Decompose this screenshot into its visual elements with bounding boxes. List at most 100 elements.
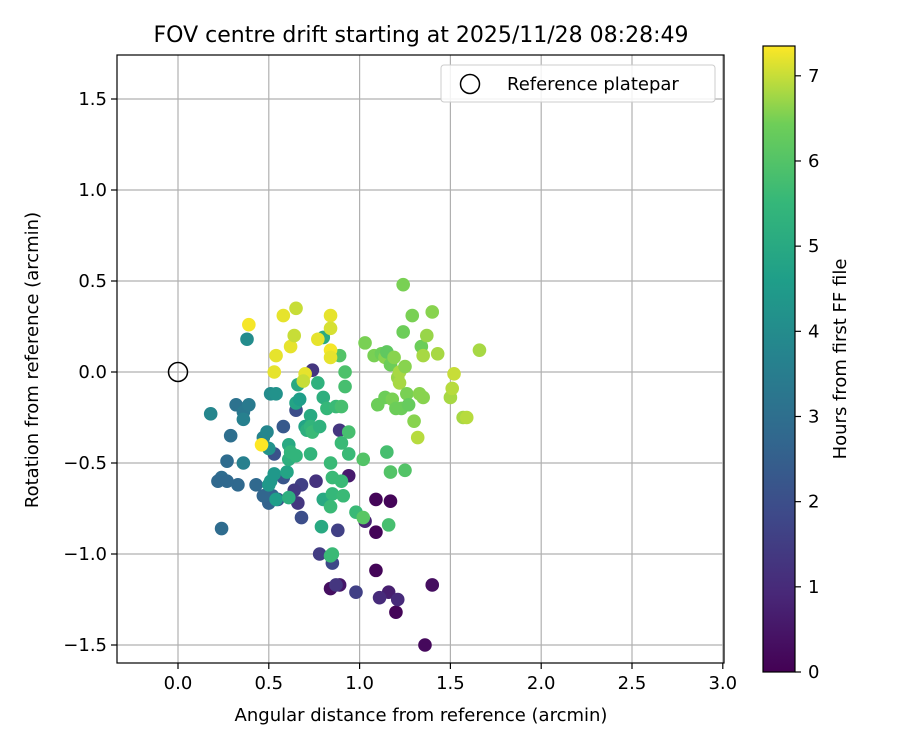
colorbar-tick-label: 7 <box>808 66 819 87</box>
data-point <box>410 430 425 445</box>
colorbar-tick-label: 3 <box>808 406 819 427</box>
data-point <box>280 465 294 479</box>
data-point <box>312 547 327 561</box>
data-point <box>400 387 414 401</box>
data-point <box>418 638 432 652</box>
data-point <box>472 343 487 357</box>
data-point <box>425 578 440 592</box>
data-point <box>383 465 398 479</box>
x-tick-label: 1.5 <box>436 673 465 694</box>
data-point <box>325 487 340 501</box>
data-point <box>323 350 338 365</box>
data-point <box>396 277 410 292</box>
data-point <box>281 490 296 505</box>
data-point <box>220 474 234 489</box>
reference-platepar-marker <box>167 361 189 383</box>
data-point <box>356 452 371 467</box>
data-point <box>303 408 318 423</box>
data-point <box>276 419 291 434</box>
data-point <box>311 332 325 347</box>
x-axis-label: Angular distance from reference (arcmin) <box>235 705 608 726</box>
data-point <box>289 448 303 463</box>
y-tick-label: −1.0 <box>63 544 107 565</box>
data-point <box>289 301 303 316</box>
data-point <box>369 492 383 507</box>
data-point <box>242 317 256 332</box>
y-axis-ticks: −1.5 −1.0 −0.5 0.0 0.5 1.0 1.5 <box>63 89 117 656</box>
data-point <box>387 350 401 365</box>
data-point <box>447 367 461 381</box>
data-point <box>430 347 445 361</box>
data-point <box>292 392 307 407</box>
y-axis-label: Rotation from reference (arcmin) <box>22 212 43 508</box>
data-point <box>223 428 238 443</box>
data-point <box>236 412 251 427</box>
data-point <box>380 445 394 459</box>
data-point <box>459 410 474 425</box>
data-point <box>349 585 363 600</box>
colorbar-tick-label: 1 <box>808 577 819 598</box>
data-point <box>389 605 403 620</box>
data-point <box>338 365 352 379</box>
data-point <box>323 549 338 563</box>
data-point <box>329 578 343 592</box>
data-point <box>369 563 383 578</box>
data-point <box>381 518 396 532</box>
data-point <box>269 348 283 363</box>
data-point <box>358 336 372 350</box>
data-point <box>323 321 338 336</box>
x-tick-label: 1.0 <box>345 673 374 694</box>
x-tick-label: 0.0 <box>164 673 193 694</box>
colorbar-tick-label: 0 <box>808 662 819 683</box>
data-points <box>203 277 487 652</box>
data-point <box>419 328 434 343</box>
x-axis-ticks: 0.0 0.5 1.0 1.5 2.0 2.5 3.0 <box>164 663 737 694</box>
data-point <box>203 407 218 421</box>
data-point <box>269 492 283 507</box>
colorbar-tick-label: 6 <box>808 151 819 172</box>
data-point <box>401 397 416 412</box>
data-point <box>312 419 327 434</box>
chart-title: FOV centre drift starting at 2025/11/28 … <box>154 23 689 48</box>
data-point <box>260 425 274 439</box>
data-point <box>390 592 405 607</box>
data-point <box>283 339 298 354</box>
data-point <box>338 379 352 394</box>
data-point <box>309 474 323 489</box>
y-tick-label: −1.5 <box>63 635 107 656</box>
data-point <box>372 590 387 605</box>
data-point <box>323 499 338 514</box>
data-point <box>294 510 309 525</box>
data-point <box>392 376 407 390</box>
data-point <box>383 494 398 509</box>
data-point <box>336 488 351 503</box>
grid-lines <box>117 55 724 663</box>
data-point <box>396 325 410 339</box>
colorbar-frame <box>762 45 796 673</box>
data-point <box>356 510 371 525</box>
legend-marker-icon <box>459 73 481 95</box>
legend-label: Reference platepar <box>507 74 679 95</box>
data-point <box>341 447 356 461</box>
x-tick-label: 3.0 <box>708 673 737 694</box>
data-point <box>369 525 383 539</box>
y-tick-label: 1.0 <box>78 180 107 201</box>
data-point <box>240 332 254 347</box>
colorbar: 0 1 2 3 4 5 6 7 Hours from first FF file <box>762 45 851 683</box>
colorbar-gradient <box>763 46 795 672</box>
data-point <box>254 438 269 452</box>
data-point <box>445 381 460 396</box>
data-point <box>416 348 430 363</box>
data-point <box>334 474 349 489</box>
x-tick-label: 0.5 <box>254 673 283 694</box>
colorbar-tick-label: 2 <box>808 492 819 513</box>
data-point <box>296 374 311 388</box>
y-tick-label: −0.5 <box>63 453 107 474</box>
data-point <box>231 478 245 492</box>
data-point <box>249 478 263 492</box>
data-point <box>220 454 234 468</box>
colorbar-tick-label: 4 <box>808 321 819 342</box>
data-point <box>416 390 430 405</box>
data-point <box>407 414 421 428</box>
x-tick-label: 2.0 <box>527 673 556 694</box>
